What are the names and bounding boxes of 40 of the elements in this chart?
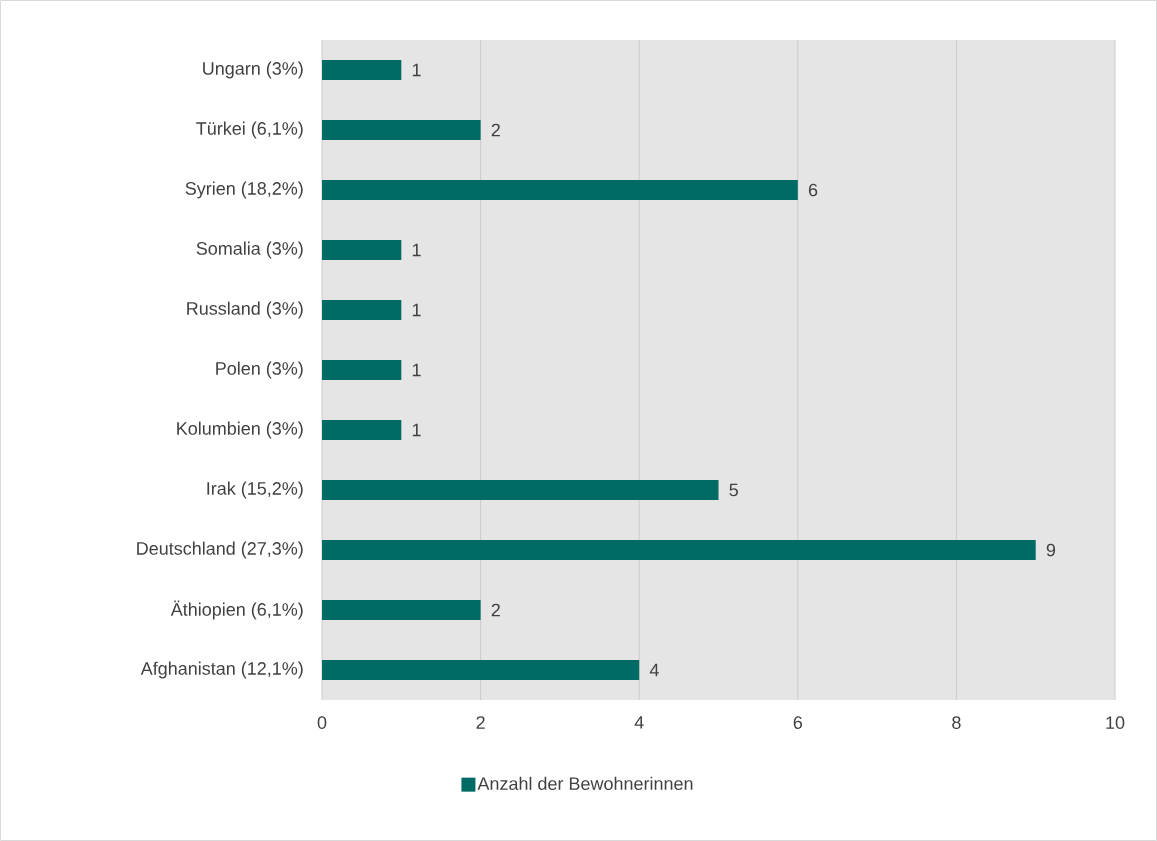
y-tick-label: Afghanistan (12,1%) [140, 661, 303, 679]
bar [322, 360, 402, 380]
y-tick-label: Somalia (3%) [196, 241, 303, 259]
data-label: 2 [491, 603, 500, 617]
y-tick-label: Ungarn (3%) [203, 61, 303, 79]
bar [322, 240, 402, 260]
bar [322, 120, 481, 140]
data-label: 1 [412, 243, 421, 257]
bar [322, 300, 402, 320]
y-tick-label: Polen (3%) [216, 361, 303, 379]
bar [322, 540, 1036, 561]
data-label: 1 [412, 423, 421, 437]
data-label: 2 [491, 123, 500, 137]
y-tick-label: Deutschland (27,3%) [137, 541, 303, 559]
bar [322, 420, 402, 440]
data-label: 1 [412, 363, 421, 377]
bar [322, 600, 481, 621]
legend-label: Anzahl der Bewohnerinnen [477, 776, 693, 791]
data-label: 6 [808, 183, 818, 197]
data-label: 5 [729, 483, 738, 497]
y-tick-label: Äthiopien (6,1%) [170, 600, 303, 620]
data-label: 1 [412, 303, 421, 317]
y-tick-label: Russland (3%) [187, 301, 303, 319]
x-tick-label: 2 [476, 716, 485, 729]
x-tick-label: 10 [1106, 716, 1125, 729]
x-tick-label: 6 [793, 716, 803, 729]
bar [322, 660, 640, 681]
y-tick-label: Kolumbien (3%) [177, 421, 303, 439]
y-tick-label: Irak (15,2%) [207, 481, 303, 499]
data-label: 9 [1046, 543, 1056, 557]
x-tick-label: 0 [317, 716, 327, 729]
bar [322, 60, 402, 80]
y-tick-label: Syrien (18,2%) [185, 181, 303, 199]
bar [322, 480, 719, 500]
y-tick-label: Türkei (6,1%) [196, 121, 303, 139]
data-label: 1 [412, 63, 421, 77]
x-tick-label: 8 [952, 716, 961, 729]
x-tick-label: 4 [634, 716, 644, 729]
data-label: 4 [649, 663, 659, 677]
bar [322, 180, 798, 200]
